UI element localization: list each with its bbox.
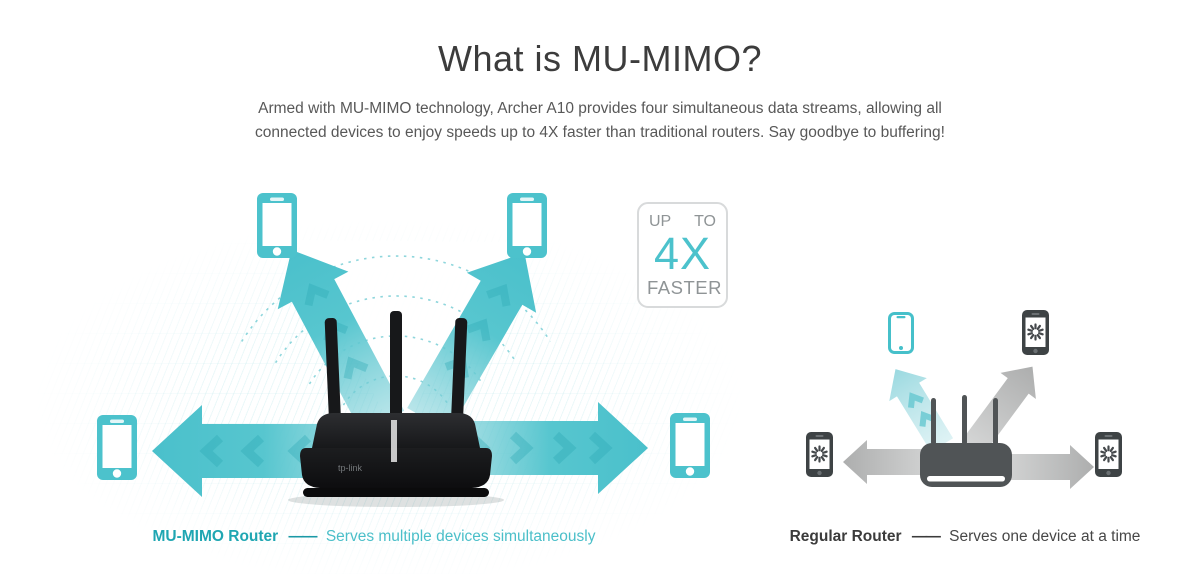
buffering-smartphone-icon <box>1095 432 1122 477</box>
up-to-4x-faster-badge: UP TO 4X FASTER <box>637 202 728 308</box>
mumimo-router-caption: MU-MIMO Router —— Serves multiple device… <box>0 528 748 546</box>
teal-stream-arrow-up-left <box>889 369 954 452</box>
router-antennas <box>324 311 468 421</box>
badge-faster-label: FASTER <box>647 277 722 298</box>
smartphone-icon <box>97 415 137 480</box>
router-led-stripe <box>391 420 397 462</box>
smartphone-icon <box>507 193 547 258</box>
caption-dash: —— <box>288 528 318 545</box>
tp-link-logo: tp-link <box>338 463 363 473</box>
buffering-smartphone-icon <box>1022 310 1049 355</box>
mumimo-router-caption-text: Serves multiple devices simultaneously <box>325 528 596 545</box>
archer-a10-router-image: tp-link <box>288 311 504 507</box>
mumimo-illustration: tp-link <box>97 193 710 507</box>
badge-up-to-label: UP TO <box>647 213 718 231</box>
smartphone-icon <box>888 312 914 354</box>
gray-stream-arrow-up-right <box>962 366 1036 455</box>
section-description: Armed with MU-MIMO technology, Archer A1… <box>255 100 945 142</box>
badge-up-word: UP <box>649 213 672 230</box>
regular-router-caption-title: Regular Router <box>789 528 902 545</box>
regular-router-icon <box>920 395 1012 487</box>
gray-stream-arrow-right <box>1002 445 1094 489</box>
page-title: What is MU-MIMO? <box>437 38 762 79</box>
loading-spinner-icon <box>1100 445 1117 463</box>
regular-router-caption: Regular Router —— Serves one device at a… <box>755 528 1175 546</box>
mumimo-router-caption-title: MU-MIMO Router <box>152 528 279 545</box>
badge-4x-value: 4X <box>653 227 712 279</box>
data-stream-arrow-up-right <box>407 252 537 432</box>
loading-spinner-icon <box>1027 323 1044 341</box>
smartphone-icon <box>670 413 710 478</box>
signal-fan <box>296 240 512 438</box>
data-stream-arrow-up-left <box>277 249 405 434</box>
buffering-smartphone-icon <box>806 432 833 477</box>
gray-stream-arrow-left <box>843 440 935 484</box>
badge-to-word: TO <box>694 213 716 230</box>
regular-router-caption-text: Serves one device at a time <box>949 528 1141 545</box>
smartphone-icon <box>257 193 297 258</box>
regular-router-illustration <box>806 310 1122 489</box>
caption-dash: —— <box>911 528 941 545</box>
router-led-stripe <box>927 476 1005 482</box>
loading-spinner-icon <box>811 445 828 463</box>
